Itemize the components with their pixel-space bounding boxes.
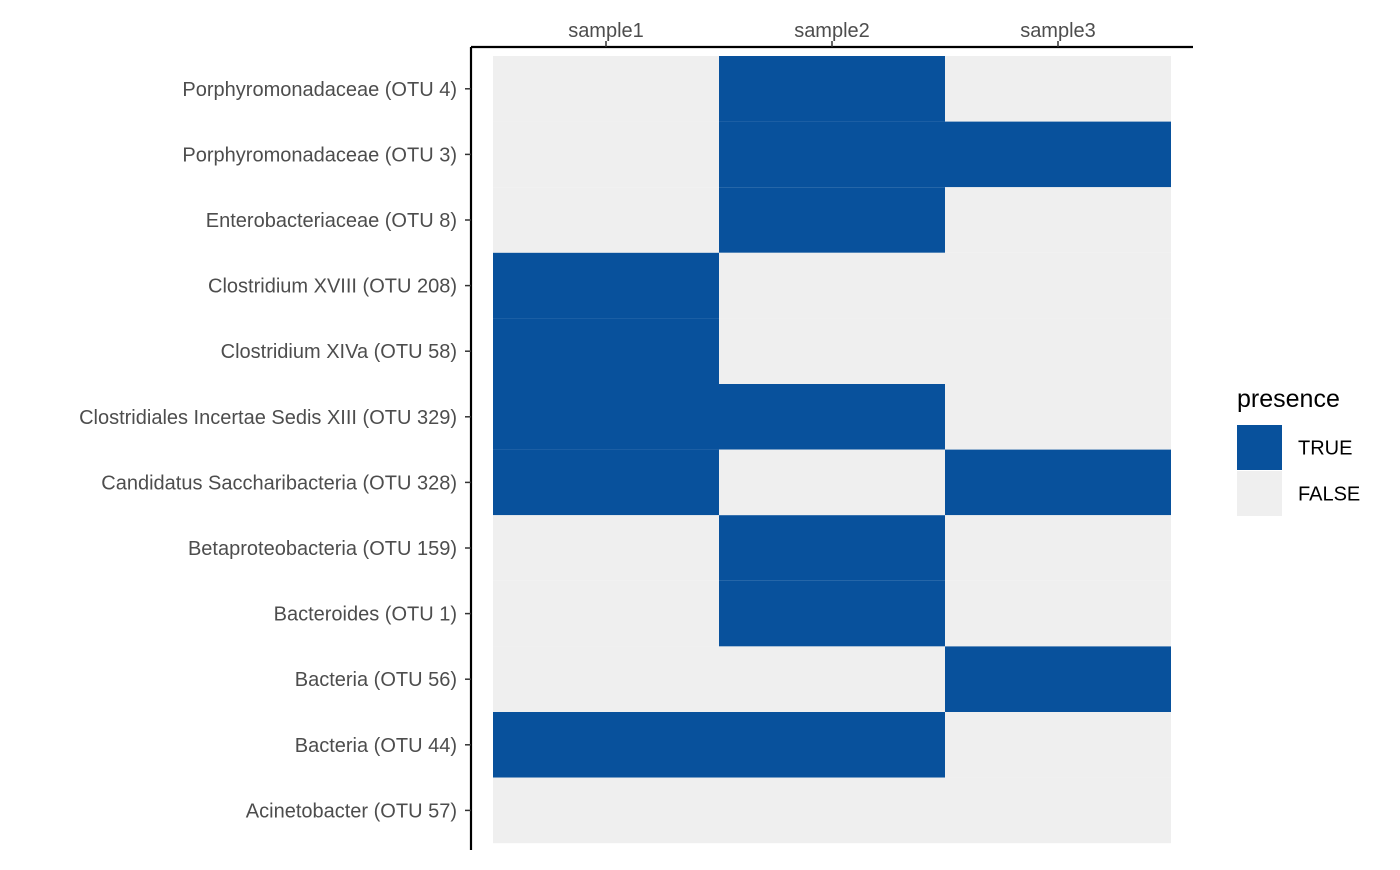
legend-key-label: TRUE <box>1298 438 1352 460</box>
heatmap-cell <box>493 187 719 253</box>
legend-key-swatch <box>1237 471 1282 516</box>
y-tick-label: Clostridium XVIII (OTU 208) <box>208 276 457 298</box>
heatmap-cell <box>945 252 1171 319</box>
heatmap-cell <box>945 580 1171 647</box>
heatmap-cell <box>719 712 945 778</box>
x-tick-label: sample2 <box>794 20 870 42</box>
y-tick-label: Clostridiales Incertae Sedis XIII (OTU 3… <box>79 407 457 429</box>
heatmap-cell <box>493 515 719 581</box>
heatmap-cell <box>719 318 945 384</box>
heatmap-cell <box>719 777 945 844</box>
x-tick-label: sample1 <box>568 20 644 42</box>
heatmap-cell <box>945 712 1171 778</box>
heatmap-cells <box>493 56 1171 844</box>
heatmap-cell <box>493 318 719 384</box>
heatmap-cell <box>493 121 719 188</box>
legend-key-label: FALSE <box>1298 484 1360 506</box>
heatmap-cell <box>719 515 945 581</box>
heatmap-cell <box>719 252 945 319</box>
heatmap-cell <box>493 252 719 319</box>
heatmap-cell <box>945 515 1171 581</box>
heatmap-cell <box>719 56 945 122</box>
y-tick-label: Acinetobacter (OTU 57) <box>246 800 457 822</box>
heatmap-cell <box>945 56 1171 122</box>
x-tick-label: sample3 <box>1020 20 1096 42</box>
heatmap-cell <box>719 187 945 253</box>
y-tick-label: Enterobacteriaceae (OTU 8) <box>206 210 457 232</box>
heatmap-cell <box>945 777 1171 844</box>
legend: presence TRUE FALSE <box>1237 385 1360 516</box>
heatmap-cell <box>719 646 945 712</box>
y-tick-label: Bacteroides (OTU 1) <box>274 604 457 626</box>
heatmap-cell <box>719 449 945 516</box>
y-tick-label: Bacteria (OTU 44) <box>295 735 457 757</box>
heatmap-cell <box>945 646 1171 712</box>
y-tick-label: Betaproteobacteria (OTU 159) <box>188 538 457 560</box>
heatmap-cell <box>945 121 1171 188</box>
heatmap-cell <box>493 384 719 450</box>
heatmap-cell <box>719 580 945 647</box>
heatmap-cell <box>493 646 719 712</box>
y-tick-label: Porphyromonadaceae (OTU 3) <box>182 144 457 166</box>
heatmap-cell <box>493 449 719 516</box>
heatmap-cell <box>945 384 1171 450</box>
y-tick-label: Bacteria (OTU 56) <box>295 669 457 691</box>
y-tick-label: Porphyromonadaceae (OTU 4) <box>182 79 457 101</box>
legend-key-swatch <box>1237 425 1282 470</box>
heatmap-cell <box>945 449 1171 516</box>
y-tick-label: Candidatus Saccharibacteria (OTU 328) <box>101 472 457 494</box>
legend-title: presence <box>1237 385 1340 413</box>
heatmap-cell <box>493 56 719 122</box>
heatmap-cell <box>493 712 719 778</box>
heatmap-cell <box>493 777 719 844</box>
heatmap-cell <box>945 187 1171 253</box>
y-tick-label: Clostridium XIVa (OTU 58) <box>221 341 457 363</box>
heatmap-cell <box>719 121 945 188</box>
heatmap-cell <box>719 384 945 450</box>
heatmap-cell <box>945 318 1171 384</box>
heatmap-cell <box>493 580 719 647</box>
